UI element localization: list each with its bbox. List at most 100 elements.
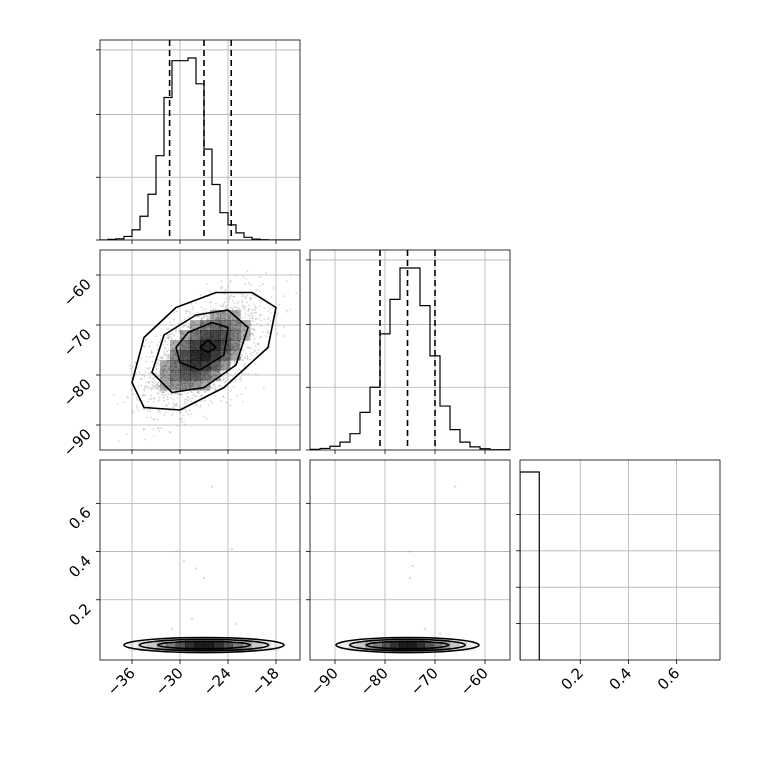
scatter-point [155, 383, 158, 386]
scatter-point [143, 408, 145, 411]
scatter-point [175, 402, 178, 405]
scatter-point [177, 393, 180, 396]
scatter-point [219, 379, 222, 381]
scatter-point [170, 323, 173, 326]
scatter-point [220, 368, 223, 371]
scatter-point [177, 371, 180, 374]
scatter-point [287, 311, 289, 313]
scatter-point [225, 401, 228, 404]
scatter-point [221, 305, 224, 308]
scatter-point [222, 303, 225, 305]
scatter-point [243, 356, 246, 359]
scatter-point [149, 410, 151, 412]
scatter-point [170, 384, 173, 387]
scatter-point [187, 337, 190, 339]
scatter-point [211, 401, 213, 404]
scatter-point [209, 385, 211, 388]
scatter-point [166, 350, 169, 353]
scatter-point [211, 316, 214, 319]
scatter-point [221, 378, 224, 381]
density-cell [210, 330, 221, 341]
scatter-point [168, 353, 170, 356]
scatter-point [217, 313, 220, 315]
scatter-point [167, 385, 170, 388]
scatter-point [233, 349, 236, 352]
scatter-point [247, 308, 250, 311]
density-cell [180, 370, 191, 381]
scatter-point [214, 388, 217, 391]
density-cell [230, 320, 241, 331]
scatter-point [181, 384, 183, 387]
density-cell [160, 360, 171, 371]
scatter-point [156, 358, 159, 361]
scatter-point [230, 361, 233, 364]
scatter-point [237, 347, 240, 350]
scatter-point [230, 349, 233, 352]
scatter-point [170, 379, 173, 382]
scatter-point [230, 390, 232, 392]
scatter-point [208, 384, 211, 387]
scatter-point [168, 321, 171, 324]
scatter-point [179, 418, 182, 421]
scatter-point [148, 381, 150, 384]
scatter-point [174, 379, 177, 382]
scatter-point [245, 297, 247, 300]
y-tick-label-1-3: −60 [60, 275, 95, 310]
scatter-point [205, 315, 208, 317]
scatter-point [166, 362, 169, 364]
x-tick-label-0-2: −24 [200, 664, 235, 699]
scatter-point [238, 321, 241, 324]
scatter-point [170, 377, 173, 380]
density-cell [407, 641, 417, 651]
scatter-point [269, 320, 272, 322]
scatter-point [116, 403, 119, 406]
scatter-point [214, 395, 217, 397]
scatter-point [175, 371, 177, 374]
scatter-point [157, 360, 160, 362]
scatter-point [203, 328, 206, 331]
scatter-point [202, 327, 205, 329]
scatter-point [223, 312, 225, 315]
scatter-point [158, 370, 161, 373]
scatter-point [236, 337, 239, 340]
scatter-point [216, 316, 219, 319]
scatter-point [204, 326, 207, 329]
scatter-point [170, 357, 173, 360]
scatter-point [203, 390, 206, 393]
scatter-point [201, 321, 204, 324]
scatter-point [201, 317, 203, 320]
scatter-point [243, 328, 246, 331]
scatter-point [187, 413, 190, 416]
scatter-point [255, 306, 258, 309]
scatter-point [183, 402, 186, 404]
scatter-point [236, 322, 239, 325]
scatter-point [144, 384, 147, 387]
scatter-point [215, 318, 218, 321]
scatter-point [171, 382, 174, 385]
scatter-point [191, 391, 194, 394]
scatter-point [259, 335, 262, 338]
scatter-point [220, 317, 223, 320]
density-cell [373, 641, 383, 651]
scatter-point [276, 333, 278, 335]
scatter-point [206, 320, 209, 323]
scatter-point [158, 385, 161, 388]
scatter-point [206, 320, 209, 323]
scatter-point [176, 376, 179, 379]
scatter-point [210, 317, 213, 319]
scatter-point [237, 345, 240, 347]
scatter-point [201, 321, 204, 324]
scatter-point [175, 389, 178, 391]
scatter-point [203, 381, 205, 383]
scatter-point [208, 301, 211, 304]
scatter-point [168, 365, 171, 368]
scatter-point [255, 317, 258, 320]
scatter-point [171, 333, 173, 336]
scatter-point [217, 318, 220, 321]
scatter-point [168, 402, 170, 405]
scatter-point [157, 400, 159, 403]
scatter-point [226, 363, 228, 366]
scatter-point [244, 352, 247, 355]
scatter-point [246, 270, 249, 272]
scatter-point [225, 307, 228, 310]
